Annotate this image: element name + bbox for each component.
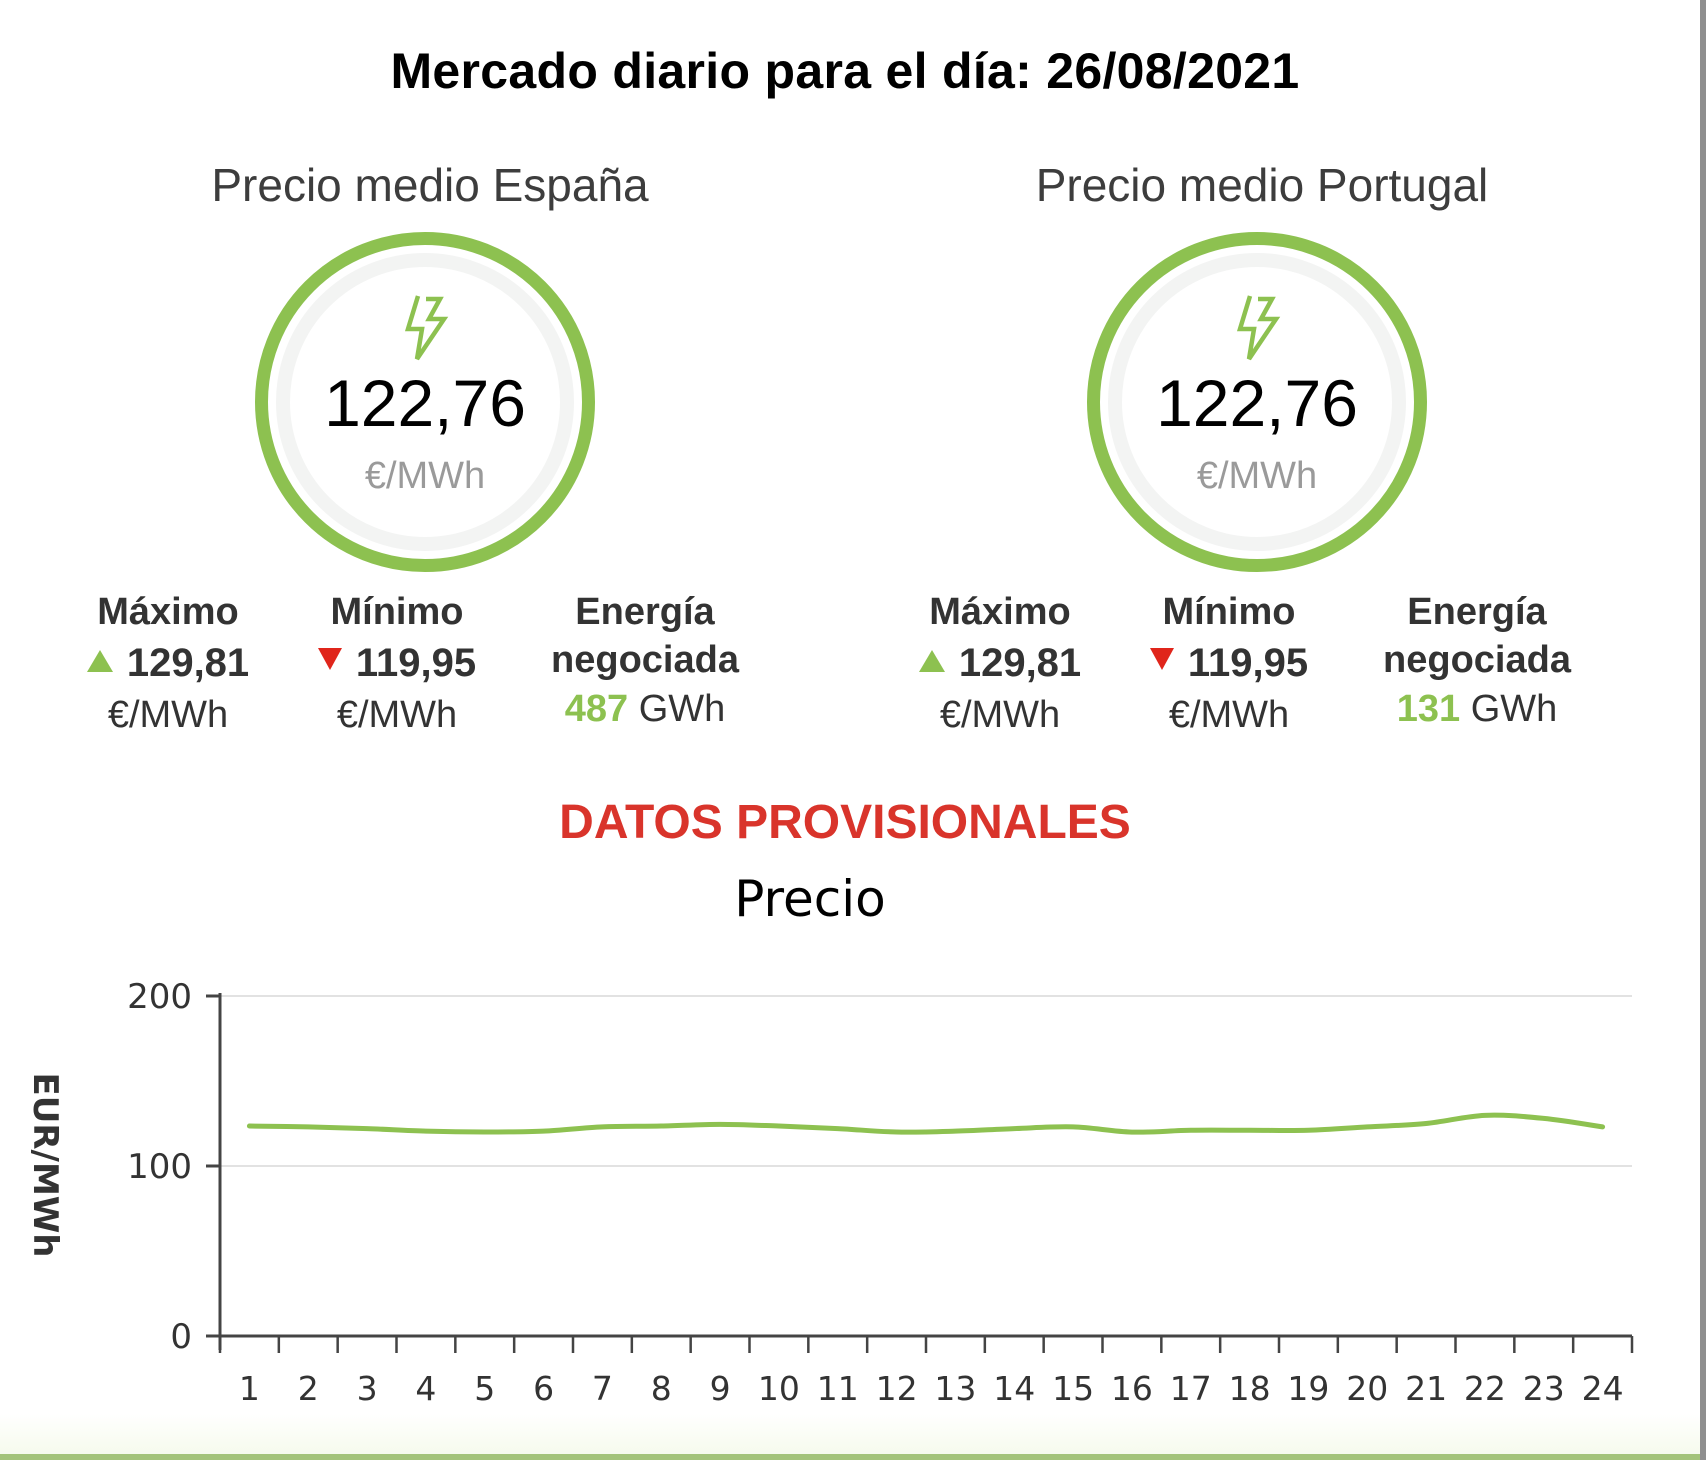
stat-energy-label-2: negociada: [551, 639, 739, 681]
market-stats: Máximo 129,81 €/MWh Mínimo 119,95 €/MWh …: [50, 588, 810, 758]
svg-text:14: 14: [993, 1369, 1035, 1408]
market-title: Precio medio Portugal: [1035, 159, 1489, 211]
triangle-down-icon: [1149, 648, 1174, 670]
triangle-down-icon: [317, 648, 342, 670]
average-price-ring: 122,76 €/MWh: [1087, 232, 1427, 572]
stat-energy-value: 131: [1396, 688, 1461, 730]
svg-text:19: 19: [1287, 1369, 1329, 1408]
stat-energy: Energía negociada 487 GWh: [520, 588, 770, 734]
footer-accent-bar: [0, 1454, 1700, 1460]
stat-energy-value: 487: [564, 688, 629, 730]
stat-min-unit: €/MWh: [336, 694, 458, 736]
svg-text:8: 8: [651, 1369, 672, 1408]
window-edge: [1700, 0, 1706, 1460]
svg-text:17: 17: [1170, 1369, 1212, 1408]
svg-text:9: 9: [710, 1369, 731, 1408]
price-line: [246, 1112, 1606, 1135]
stat-energy-unit: GWh: [1470, 688, 1558, 730]
svg-text:24: 24: [1582, 1369, 1624, 1408]
svg-text:1: 1: [239, 1369, 260, 1408]
stat-min: Mínimo 119,95 €/MWh: [302, 588, 492, 740]
stat-energy-label-2: negociada: [1383, 639, 1571, 681]
stat-min-value: 119,95: [1187, 641, 1309, 685]
svg-text:200: 200: [127, 977, 192, 1017]
x-axis: 1 2 3 4 5 6 7 8 9 10 11 12 13 14 15 16 17 18 19 20 21 22 23 24: [206, 1334, 1634, 1408]
stat-max: Máximo 129,81 €/MWh: [78, 588, 258, 740]
stat-min-value: 119,95: [355, 641, 477, 685]
stat-energy: Energía negociada 131 GWh: [1352, 588, 1602, 734]
average-price-value: 122,76: [324, 366, 526, 440]
svg-text:16: 16: [1111, 1369, 1153, 1408]
stat-min-label: Mínimo: [330, 591, 464, 633]
average-price-unit: €/MWh: [364, 455, 486, 497]
stat-max-label: Máximo: [929, 591, 1071, 633]
svg-text:15: 15: [1052, 1369, 1094, 1408]
svg-text:22: 22: [1464, 1369, 1506, 1408]
footer-glow: [0, 1414, 1700, 1454]
svg-text:7: 7: [592, 1369, 613, 1408]
svg-text:4: 4: [415, 1369, 436, 1408]
market-stats: Máximo 129,81 €/MWh Mínimo 119,95 €/MWh …: [882, 588, 1642, 758]
chart-title: Precio: [734, 870, 886, 928]
svg-text:12: 12: [876, 1369, 918, 1408]
svg-text:3: 3: [357, 1369, 378, 1408]
svg-text:5: 5: [474, 1369, 495, 1408]
stat-min: Mínimo 119,95 €/MWh: [1134, 588, 1324, 740]
svg-text:10: 10: [758, 1369, 800, 1408]
provisional-data-notice: DATOS PROVISIONALES: [559, 796, 1131, 849]
average-price-ring: 122,76 €/MWh: [255, 232, 595, 572]
chart-gridlines: [220, 995, 1632, 1167]
svg-text:20: 20: [1346, 1369, 1388, 1408]
svg-text:13: 13: [934, 1369, 976, 1408]
y-axis-label: EUR/MWh: [25, 1073, 65, 1258]
svg-text:23: 23: [1523, 1369, 1565, 1408]
triangle-up-icon: [918, 650, 945, 672]
average-price-unit: €/MWh: [1196, 455, 1318, 497]
stat-energy-label-1: Energía: [575, 591, 715, 633]
svg-text:21: 21: [1405, 1369, 1447, 1408]
lightning-bolt-icon: [404, 295, 449, 361]
stat-max-value: 129,81: [958, 641, 1082, 685]
svg-text:2: 2: [298, 1369, 319, 1408]
stat-min-label: Mínimo: [1162, 591, 1296, 633]
svg-text:100: 100: [127, 1147, 192, 1187]
y-axis: 0 100 200: [127, 977, 222, 1357]
stat-max-unit: €/MWh: [939, 694, 1061, 736]
svg-text:6: 6: [533, 1369, 554, 1408]
stat-max-label: Máximo: [97, 591, 239, 633]
stat-min-unit: €/MWh: [1168, 694, 1290, 736]
stat-energy-label-1: Energía: [1407, 591, 1547, 633]
triangle-up-icon: [86, 650, 113, 672]
lightning-bolt-icon: [1236, 295, 1281, 361]
svg-text:0: 0: [170, 1317, 192, 1357]
stat-max-value: 129,81: [126, 641, 250, 685]
svg-text:11: 11: [817, 1369, 859, 1408]
page-title: Mercado diario para el día: 26/08/2021: [390, 43, 1300, 99]
svg-text:18: 18: [1229, 1369, 1271, 1408]
stat-max: Máximo 129,81 €/MWh: [910, 588, 1090, 740]
stat-energy-unit: GWh: [638, 688, 726, 730]
market-title: Precio medio España: [211, 159, 649, 211]
price-chart: 0 100 200 1 2 3 4 5 6 7 8 9 10 11 12 13 14 15 16 17 18 19 20 2…: [0, 950, 1700, 1430]
average-price-value: 122,76: [1156, 366, 1358, 440]
stat-max-unit: €/MWh: [107, 694, 229, 736]
